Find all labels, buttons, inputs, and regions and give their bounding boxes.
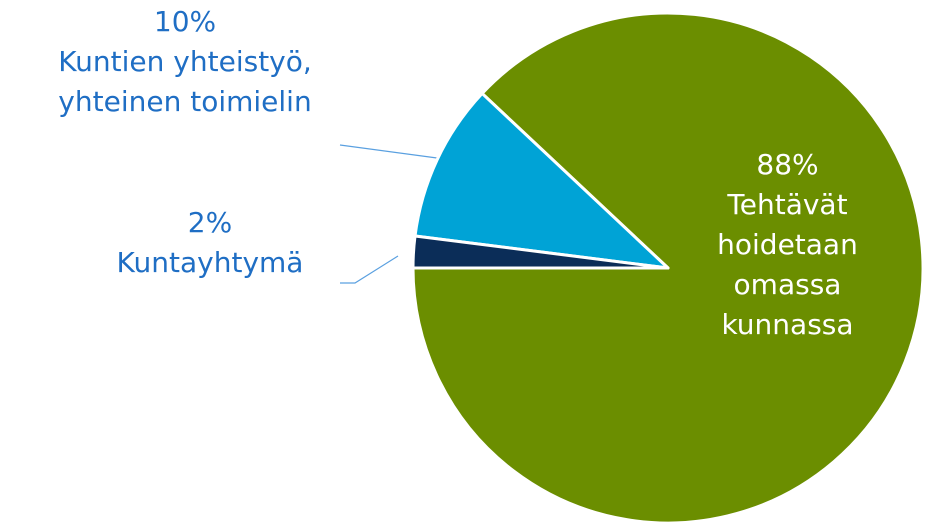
slice-label: 10% Kuntien yhteistyö, yhteinen toimieli… <box>0 2 370 122</box>
leader-line <box>340 255 399 284</box>
category-label: Kuntayhtymä <box>116 246 304 279</box>
category-label: Tehtävät hoidetaan omassa kunnassa <box>717 188 858 341</box>
category-label: Kuntien yhteistyö, yhteinen toimielin <box>58 45 312 118</box>
leader-line <box>339 144 438 159</box>
slice-label: 88% Tehtävät hoidetaan omassa kunnassa <box>680 145 895 345</box>
value-label: 88% <box>756 148 819 181</box>
pie-slice <box>413 91 670 270</box>
value-label: 10% <box>153 5 217 38</box>
value-label: 2% <box>187 206 233 239</box>
slice-label: 2% Kuntayhtymä <box>60 203 360 283</box>
pie-slice <box>411 234 670 270</box>
